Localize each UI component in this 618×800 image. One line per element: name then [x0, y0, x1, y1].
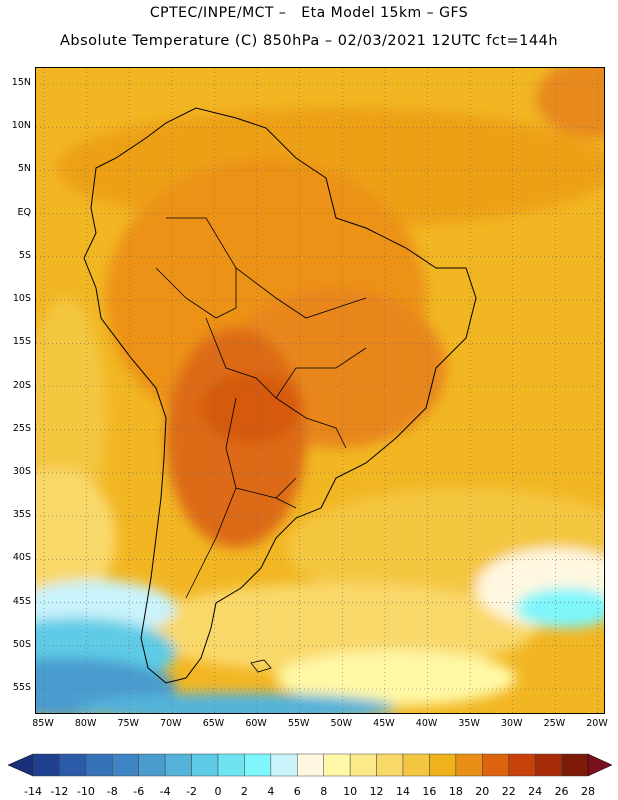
- colorbar-tick-label: 12: [369, 785, 384, 798]
- colorbar-swatch: [508, 753, 536, 777]
- colorbar-tick-label: -12: [50, 785, 69, 798]
- colorbar-swatch: [561, 753, 589, 777]
- chart-subtitle: Absolute Temperature (C) 850hPa – 02/03/…: [59, 33, 559, 49]
- field-pacific-s: [36, 468, 116, 608]
- field-ne: [536, 68, 604, 138]
- latitude-label: 35S: [12, 509, 31, 521]
- country-borders: [155, 217, 367, 599]
- colorbar-swatch: [349, 753, 377, 777]
- colorbar-swatch: [191, 753, 219, 777]
- field-south-yellow: [136, 583, 536, 673]
- colorbar-tick-label: 16: [422, 785, 437, 798]
- longitude-label: 55W: [287, 718, 310, 729]
- colorbar-tick-label: 4: [267, 785, 275, 798]
- colorbar-tick-label: -2: [186, 785, 198, 798]
- colorbar-swatch: [429, 753, 457, 777]
- longitude-label: 70W: [160, 718, 182, 729]
- longitude-label: 50W: [330, 718, 353, 729]
- map-svg: [36, 68, 604, 713]
- colorbar-tick-label: 18: [448, 785, 463, 798]
- colorbar: [7, 753, 613, 777]
- colorbar-tick-label: 8: [320, 785, 328, 798]
- colorbar-swatch: [455, 753, 483, 777]
- colorbar-swatch: [164, 753, 192, 777]
- colorbar-swatch: [244, 753, 272, 777]
- colorbar-tick-label: 0: [214, 785, 222, 798]
- latitude-label: 20S: [12, 379, 31, 391]
- colorbar-tick-label: 14: [396, 785, 410, 798]
- longitude-label: 40W: [415, 718, 438, 729]
- longitude-label: 25W: [543, 718, 566, 729]
- colorbar-tick-label: -4: [159, 785, 171, 798]
- chart-title: CPTEC/INPE/MCT – Eta Model 15km – GFS: [149, 5, 469, 21]
- latitude-label: 5N: [17, 163, 31, 175]
- latitude-label: 45S: [12, 595, 31, 607]
- colorbar-swatch: [59, 753, 87, 777]
- colorbar-tick-label: -10: [76, 785, 95, 798]
- colorbar-swatch: [297, 753, 324, 777]
- longitude-label: 35W: [458, 718, 480, 729]
- colorbar-swatch: [217, 753, 245, 777]
- longitude-label: 75W: [117, 718, 139, 729]
- longitude-label: 85W: [32, 718, 54, 729]
- south-america-coastline: [83, 107, 477, 684]
- colorbar-low-arrow: [7, 753, 34, 777]
- colorbar-swatch: [323, 753, 351, 777]
- colorbar-swatch: [376, 753, 404, 777]
- latitude-label: 10N: [11, 120, 31, 132]
- field-pale-s: [276, 650, 516, 706]
- latitude-label: 15S: [12, 336, 31, 348]
- colorbar-tick-label: 28: [581, 785, 595, 798]
- colorbar-tick-label: 10: [343, 785, 358, 798]
- colorbar-swatch: [482, 753, 509, 777]
- falkland-islands: [250, 659, 272, 673]
- colorbar-tick-label: 2: [240, 785, 248, 798]
- colorbar-swatch: [402, 753, 430, 777]
- colorbar-tick-label: 26: [554, 785, 569, 798]
- colorbar-swatch: [85, 753, 113, 777]
- temperature-map: [35, 67, 605, 714]
- colorbar-tick-label: -8: [106, 785, 118, 798]
- colorbar-tick-label: 20: [475, 785, 490, 798]
- latitude-label: 10S: [12, 293, 31, 305]
- longitude-label: 60W: [245, 718, 267, 729]
- field-cyan-e: [516, 588, 604, 628]
- latitude-label: 50S: [12, 638, 31, 650]
- latitude-label: 55S: [12, 682, 31, 693]
- latitude-label: 15N: [11, 77, 31, 88]
- longitude-label: 65W: [202, 718, 225, 729]
- colorbar-tick-label: -6: [133, 785, 145, 798]
- longitude-label: 20W: [586, 718, 608, 729]
- longitude-label: 80W: [74, 718, 97, 729]
- colorbar-tick-label: 24: [528, 785, 543, 798]
- field-cold-4: [76, 693, 396, 713]
- colorbar-swatch: [112, 753, 139, 777]
- colorbar-tick-label: -14: [24, 785, 42, 798]
- colorbar-swatch: [534, 753, 562, 777]
- colorbar-high-arrow: [587, 753, 613, 777]
- colorbar-swatch: [138, 753, 166, 777]
- latitude-label: 30S: [12, 465, 31, 477]
- graticule: [36, 68, 604, 713]
- latitude-label: 25S: [12, 422, 31, 434]
- longitude-label: 45W: [373, 718, 395, 729]
- latitude-label: EQ: [17, 206, 31, 218]
- colorbar-swatch: [32, 753, 60, 777]
- field-core: [201, 373, 301, 443]
- latitude-label: 40S: [12, 552, 31, 564]
- colorbar-tick-label: 22: [501, 785, 516, 798]
- longitude-label: 30W: [501, 718, 523, 729]
- colorbar-swatch: [270, 753, 298, 777]
- latitude-label: 5S: [18, 249, 31, 261]
- colorbar-tick-label: 6: [293, 785, 301, 798]
